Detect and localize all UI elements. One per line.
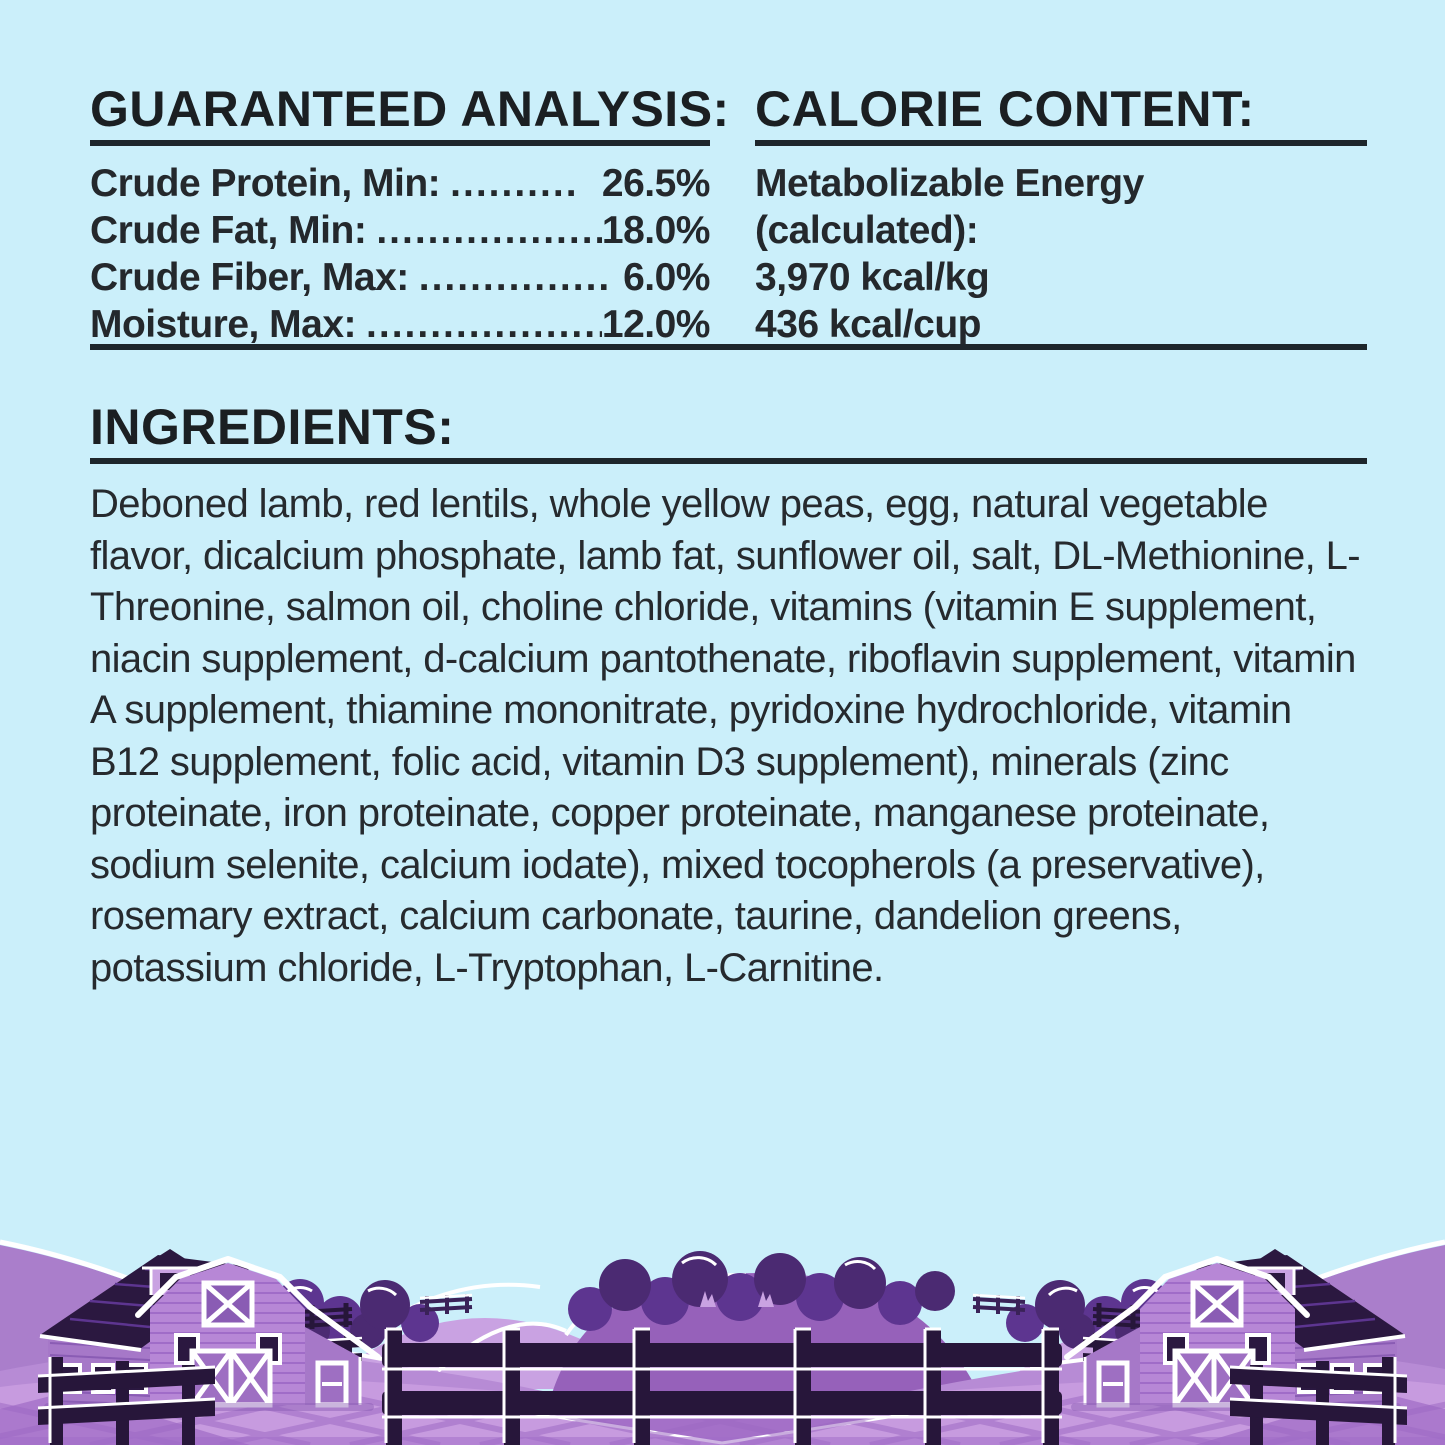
analysis-bottom-rule <box>90 344 1367 350</box>
dot-leader: .................. <box>376 209 602 252</box>
table-row: Crude Protein, Min: .......... 26.5% <box>90 160 711 207</box>
ingredients-underline <box>90 458 1367 464</box>
analysis-section: GUARANTEED ANALYSIS: CALORIE CONTENT: Cr… <box>90 84 1367 350</box>
guaranteed-analysis-table: Crude Protein, Min: .......... 26.5% Cru… <box>90 160 711 348</box>
dot-leader: ............... <box>418 256 612 299</box>
analysis-value: 12.0% <box>601 303 711 346</box>
calorie-line: 3,970 kcal/kg <box>755 256 990 299</box>
analysis-value: 6.0% <box>623 256 710 299</box>
dot-leader: .......... <box>450 162 579 205</box>
analysis-value: 18.0% <box>601 209 711 252</box>
calorie-line: (calculated): <box>755 209 979 252</box>
calorie-content-block: Metabolizable Energy (calculated): 3,970… <box>755 160 1367 348</box>
dot-leader: ................... <box>366 303 602 346</box>
table-row: Crude Fiber, Max: ............... 6.0% <box>90 254 710 301</box>
guaranteed-analysis-heading: GUARANTEED ANALYSIS: <box>90 81 730 137</box>
ingredients-paragraph: Deboned lamb, red lentils, whole yellow … <box>90 482 1361 990</box>
calorie-line: 436 kcal/cup <box>755 303 981 346</box>
analysis-value: 26.5% <box>601 162 711 205</box>
center-fence <box>382 1327 1062 1445</box>
guaranteed-analysis-underline <box>90 140 710 146</box>
table-row: Crude Fat, Min: .................. 18.0% <box>90 207 711 254</box>
analysis-label: Crude Protein, Min: <box>90 162 441 205</box>
analysis-label: Crude Fiber, Max: <box>90 256 409 299</box>
ingredients-heading: INGREDIENTS: <box>90 399 455 455</box>
ingredients-section: INGREDIENTS: Deboned lamb, red lentils, … <box>90 402 1367 994</box>
analysis-label: Crude Fat, Min: <box>90 209 367 252</box>
calorie-line: Metabolizable Energy <box>755 162 1144 205</box>
calorie-content-underline <box>755 140 1367 146</box>
analysis-label: Moisture, Max: <box>90 303 357 346</box>
calorie-content-heading: CALORIE CONTENT: <box>755 81 1255 137</box>
table-row: Moisture, Max: ................... 12.0% <box>90 301 711 348</box>
farm-illustration <box>0 1239 1445 1445</box>
